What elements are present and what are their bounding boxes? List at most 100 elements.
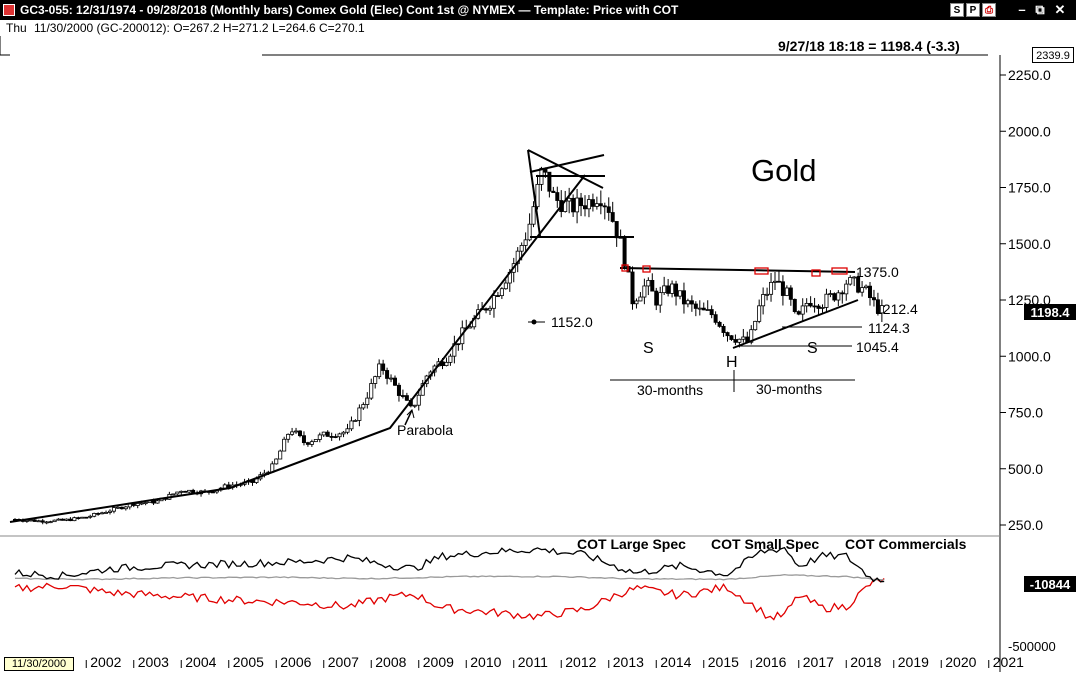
year-label: 2005: [233, 654, 264, 670]
candle-body: [689, 300, 694, 305]
minimize-icon[interactable]: –: [1018, 2, 1026, 17]
window-title: GC3-055: 12/31/1974 - 09/28/2018 (Monthl…: [20, 3, 679, 17]
candle-body: [60, 518, 65, 521]
print-button[interactable]: ⎙: [982, 3, 996, 17]
months-left-label: 30-months: [637, 382, 703, 398]
candle-body: [440, 361, 445, 367]
candle-body: [385, 370, 390, 379]
label-1375: 1375.0: [856, 264, 899, 280]
right-shoulder-label: S: [807, 340, 818, 357]
candle-body: [484, 308, 489, 311]
candle-body: [879, 305, 884, 314]
candle-body: [119, 506, 124, 510]
candle-body: [852, 276, 857, 279]
candle-body: [115, 506, 120, 509]
window-title-bar: GC3-055: 12/31/1974 - 09/28/2018 (Monthl…: [0, 0, 1076, 20]
red-markers: [621, 264, 848, 277]
neckline-1375: [619, 267, 856, 273]
triangle-top-line: [527, 149, 604, 189]
candle-body: [171, 493, 176, 496]
candle-body: [642, 285, 647, 298]
candle-body: [773, 280, 778, 283]
level-lines: [404, 321, 862, 426]
candle-body: [329, 436, 334, 438]
year-label: 2003: [138, 654, 169, 670]
year-label: 2016: [755, 654, 786, 670]
parabola-line: [9, 174, 586, 523]
candle-body: [155, 500, 160, 504]
label-1124: 1124.3: [868, 320, 910, 336]
candle-body: [349, 420, 354, 430]
candle-body: [313, 439, 318, 443]
candle-body: [111, 507, 116, 512]
candle-body: [784, 287, 789, 296]
candle-body: [396, 384, 401, 396]
candle-body: [658, 292, 663, 306]
legend-commercials: COT Commercials: [845, 536, 967, 552]
candle-body: [555, 192, 560, 201]
candle-body: [630, 271, 635, 305]
candle-body: [108, 510, 113, 513]
candle-body: [400, 395, 405, 397]
year-label: 2008: [375, 654, 406, 670]
year-label: 2020: [945, 654, 976, 670]
year-label: 2006: [280, 654, 311, 670]
candle-body: [24, 520, 29, 522]
close-icon[interactable]: ✕: [1054, 2, 1066, 17]
candle-body: [571, 197, 576, 213]
year-label: 2004: [185, 654, 216, 670]
price-tick-label: 2250.0: [1008, 67, 1051, 83]
price-tick-label: 1500.0: [1008, 236, 1051, 252]
candle-body: [88, 515, 93, 518]
candle-body: [824, 293, 829, 308]
candle-body: [392, 377, 397, 386]
candle-body: [808, 302, 813, 307]
price-axis-max-box: 2339.9: [1032, 47, 1074, 63]
candle-body: [737, 338, 742, 343]
app-icon: [3, 4, 15, 16]
left-shoulder-label: S: [643, 340, 654, 357]
candle-body: [871, 297, 876, 301]
marker: [754, 267, 769, 275]
candle-body: [666, 285, 671, 294]
candle-body: [622, 236, 627, 267]
candle-body: [729, 335, 734, 340]
candle-body: [733, 339, 738, 343]
s-button[interactable]: S: [950, 3, 964, 17]
candle-body: [844, 283, 849, 295]
candle-body: [769, 281, 774, 295]
candle-body: [776, 280, 781, 283]
candle-body: [317, 434, 322, 440]
year-label: 2013: [613, 654, 644, 670]
candle-body: [717, 321, 722, 327]
price-tick-label: 750.0: [1008, 405, 1043, 421]
marker: [811, 269, 821, 277]
day-label: Thu: [6, 21, 27, 35]
candle-body: [100, 512, 105, 515]
year-label: 2007: [328, 654, 359, 670]
candle-body: [309, 441, 314, 445]
candle-body: [780, 281, 785, 296]
candle-body: [875, 299, 880, 314]
candle-body: [860, 287, 865, 293]
p-button[interactable]: P: [966, 3, 980, 17]
candle-body: [650, 279, 655, 292]
label-1045: 1045.4: [856, 339, 899, 355]
candle-body: [697, 307, 702, 310]
candle-body: [741, 336, 746, 340]
restore-icon[interactable]: ⧉: [1035, 2, 1045, 17]
candle-body: [749, 329, 754, 343]
cursor-date-box: 11/30/2000: [4, 657, 74, 671]
candle-body: [670, 283, 675, 294]
candle-body: [278, 450, 283, 460]
candle-body: [341, 431, 346, 435]
candle-body: [796, 311, 801, 315]
candle-body: [693, 303, 698, 309]
triangle-top-left: [529, 154, 605, 173]
level-1152-dot: [531, 319, 537, 325]
candle-body: [828, 293, 833, 295]
candle-body: [519, 245, 524, 252]
label-1212: 1212.4: [875, 301, 918, 317]
year-label: 2002: [90, 654, 121, 670]
